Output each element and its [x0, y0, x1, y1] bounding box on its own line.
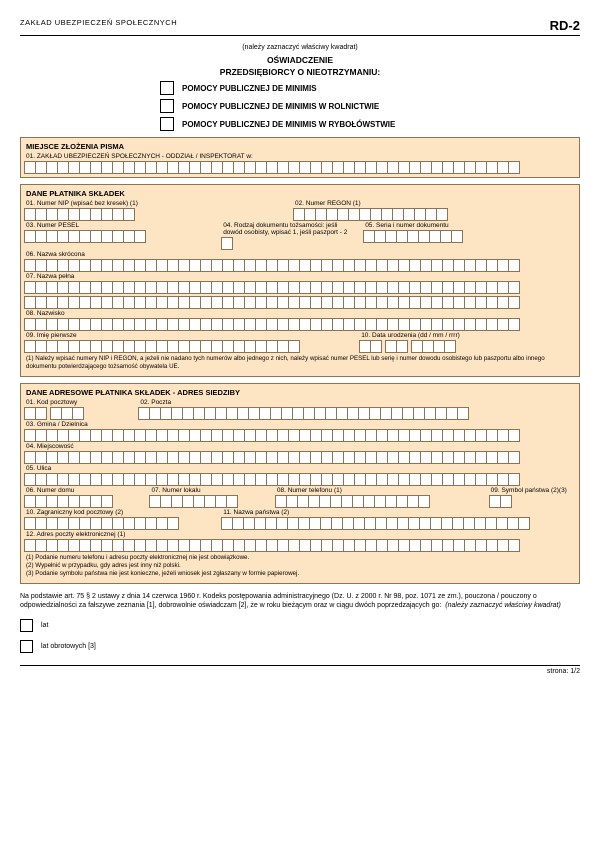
s3-f06: 06. Numer domu [24, 486, 145, 495]
post-cells[interactable] [138, 407, 576, 420]
phone-cells[interactable] [275, 495, 485, 508]
instruction: (należy zaznaczyć właściwy kwadrat) [20, 44, 580, 51]
opt-label-3: POMOCY PUBLICZNEJ DE MINIMIS W RYBOŁÓWST… [182, 120, 395, 129]
short-name-cells[interactable] [24, 259, 576, 272]
s1-title: MIEJSCE ZŁOŻENIA PISMA [24, 141, 576, 152]
country-code-cells[interactable] [489, 495, 576, 508]
form-code: RD-2 [550, 18, 580, 33]
opt-label-1: POMOCY PUBLICZNEJ DE MINIMIS [182, 84, 317, 93]
title-1: OŚWIADCZENIE [20, 55, 580, 65]
nip-cells[interactable] [24, 208, 289, 221]
page-header: ZAKŁAD UBEZPIECZEŃ SPOŁECZNYCH RD-2 [20, 18, 580, 36]
doctype-cells[interactable] [221, 237, 359, 250]
country-name-cells[interactable] [221, 517, 576, 530]
s2-note: (1) Należy wpisać numery NIP i REGON, a … [24, 353, 576, 373]
full-name-cells-2[interactable] [24, 296, 576, 309]
checkbox-deminimis[interactable] [160, 81, 174, 95]
email-cells[interactable] [24, 539, 576, 552]
gmina-cells[interactable] [24, 429, 576, 442]
footer: strona: 1/2 [20, 665, 580, 675]
full-name-cells-1[interactable] [24, 281, 576, 294]
foreign-post-cells[interactable] [24, 517, 217, 530]
s3-f12: 12. Adres poczty elektronicznej (1) [24, 530, 576, 539]
s3-f09: 09. Symbol państwa (2)(3) [489, 486, 576, 495]
s2-f06: 06. Nazwa skrócona [24, 250, 576, 259]
s2-title: DANE PŁATNIKA SKŁADEK [24, 188, 576, 199]
b1-label: lat [41, 622, 48, 629]
opt-label-2: POMOCY PUBLICZNEJ DE MINIMIS W ROLNICTWI… [182, 102, 379, 111]
s3-f08: 08. Numer telefonu (1) [275, 486, 485, 495]
s2-f03: 03. Numer PESEL [24, 221, 217, 230]
s3-f10: 10. Zagraniczny kod pocztowy (2) [24, 508, 217, 517]
option-row-1: POMOCY PUBLICZNEJ DE MINIMIS [20, 81, 580, 95]
pesel-cells[interactable] [24, 230, 217, 243]
checkbox-rybolowstwo[interactable] [160, 117, 174, 131]
dob-cells[interactable] [359, 340, 576, 353]
house-cells[interactable] [24, 495, 145, 508]
regon-cells[interactable] [293, 208, 576, 221]
s1-cells[interactable] [24, 161, 576, 174]
b2-label: lat obrotowych [3] [41, 643, 96, 650]
s2-f10: 10. Data urodzenia (dd / mm / rrrr) [359, 331, 576, 340]
s3-f01: 01. Kod pocztowy [24, 398, 134, 407]
checkbox-lat[interactable] [20, 619, 33, 632]
ulica-cells[interactable] [24, 473, 576, 486]
bottom-opt-2: lat obrotowych [3] [20, 640, 580, 653]
org-name: ZAKŁAD UBEZPIECZEŃ SPOŁECZNYCH [20, 18, 177, 33]
s3-f11: 11. Nazwa państwa (2) [221, 508, 576, 517]
s2-f08: 08. Nazwisko [24, 309, 576, 318]
bottom-opt-1: lat [20, 619, 580, 632]
checkbox-lat-obrotowych[interactable] [20, 640, 33, 653]
s3-f02: 02. Poczta [138, 398, 576, 407]
docnum-cells[interactable] [363, 230, 576, 243]
option-row-3: POMOCY PUBLICZNEJ DE MINIMIS W RYBOŁÓWST… [20, 117, 580, 131]
s3-f05: 05. Ulica [24, 464, 576, 473]
s2-f04: 04. Rodzaj dokumentu tożsamości: jeśli d… [221, 221, 359, 237]
s3-f07: 07. Numer lokalu [149, 486, 270, 495]
s3-f04: 04. Miejscowość [24, 442, 576, 451]
apt-cells[interactable] [149, 495, 270, 508]
checkbox-rolnictwo[interactable] [160, 99, 174, 113]
s3-f03: 03. Gmina / Dzielnica [24, 420, 576, 429]
s2-f02: 02. Numer REGON (1) [293, 199, 576, 208]
legal-text: Na podstawie art. 75 § 2 ustawy z dnia 1… [20, 592, 580, 610]
s2-f07: 07. Nazwa pełna [24, 272, 576, 281]
s3-note: (1) Podanie numeru telefonu i adresu poc… [24, 552, 576, 580]
section-platnik: DANE PŁATNIKA SKŁADEK 01. Numer NIP (wpi… [20, 184, 580, 377]
s2-f01: 01. Numer NIP (wpisać bez kresek) (1) [24, 199, 289, 208]
miejsc-cells[interactable] [24, 451, 576, 464]
option-row-2: POMOCY PUBLICZNEJ DE MINIMIS W ROLNICTWI… [20, 99, 580, 113]
section-adres: DANE ADRESOWE PŁATNIKA SKŁADEK - ADRES S… [20, 383, 580, 584]
s3-title: DANE ADRESOWE PŁATNIKA SKŁADEK - ADRES S… [24, 387, 576, 398]
surname-cells[interactable] [24, 318, 576, 331]
legal-instr: (należy zaznaczyć właściwy kwadrat) [445, 602, 561, 609]
postcode-cells[interactable] [24, 407, 134, 420]
s2-f05: 05. Seria i numer dokumentu [363, 221, 576, 230]
s1-f1: 01. ZAKŁAD UBEZPIECZEŃ SPOŁECZNYCH - ODD… [24, 152, 576, 161]
firstname-cells[interactable] [24, 340, 355, 353]
s2-f09: 09. Imię pierwsze [24, 331, 355, 340]
title-2: PRZEDSIĘBIORCY O NIEOTRZYMANIU: [20, 67, 580, 77]
section-miejsce: MIEJSCE ZŁOŻENIA PISMA 01. ZAKŁAD UBEZPI… [20, 137, 580, 178]
